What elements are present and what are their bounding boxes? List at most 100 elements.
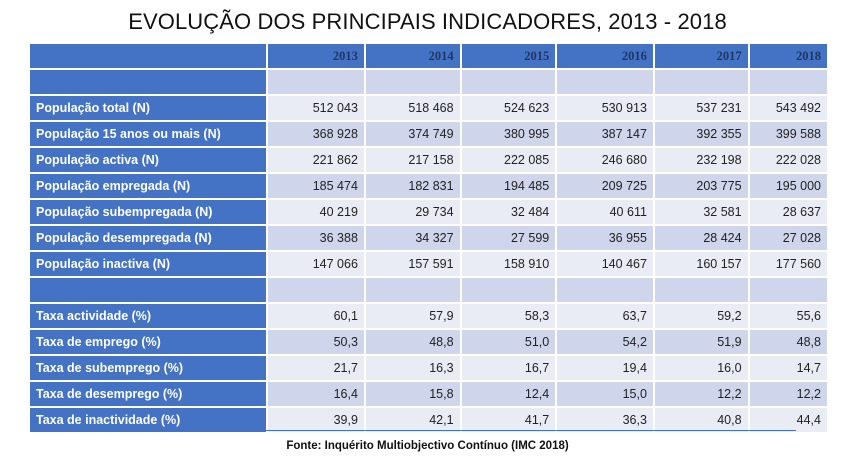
table-row: Taxa de desemprego (%) 16,4 15,8 12,4 15,0 12…	[30, 382, 827, 406]
table-row: População activa (N) 221 862 217 158 222 08…	[30, 148, 827, 172]
value-cell: 16,3	[365, 356, 460, 380]
year-header: 2013	[268, 44, 364, 68]
row-label: Taxa de emprego (%)	[30, 330, 267, 354]
value-cell: 36 388	[268, 226, 364, 250]
value-cell: 246 680	[557, 148, 653, 172]
row-label: População inactiva (N)	[30, 252, 267, 276]
year-header: 2016	[557, 44, 653, 68]
row-label: Taxa de inactividade (%)	[30, 408, 267, 432]
spacer-cell	[30, 278, 267, 302]
spacer-cell	[654, 278, 748, 302]
spacer-cell	[461, 278, 556, 302]
row-label: Taxa actividade (%)	[30, 304, 267, 328]
year-header: 2015	[461, 44, 556, 68]
value-cell: 16,4	[268, 382, 364, 406]
value-cell: 380 995	[461, 122, 556, 146]
value-cell: 42,1	[365, 408, 460, 432]
row-label: População 15 anos ou mais (N)	[30, 122, 267, 146]
spacer-cell	[365, 70, 460, 94]
value-cell: 368 928	[268, 122, 364, 146]
value-cell: 19,4	[557, 356, 653, 380]
spacer-cell	[749, 278, 827, 302]
table-row: Taxa de subemprego (%) 21,7 16,3 16,7 19,4 16…	[30, 356, 827, 380]
row-label: População desempregada (N)	[30, 226, 267, 250]
value-cell: 15,8	[365, 382, 460, 406]
spacer-cell	[557, 278, 653, 302]
value-cell: 537 231	[654, 96, 748, 120]
value-cell: 182 831	[365, 174, 460, 198]
value-cell: 54,2	[557, 330, 653, 354]
value-cell: 28 424	[654, 226, 748, 250]
value-cell: 222 028	[749, 148, 827, 172]
value-cell: 57,9	[365, 304, 460, 328]
value-cell: 39,9	[268, 408, 364, 432]
year-header: 2018	[749, 44, 827, 68]
value-cell: 221 862	[268, 148, 364, 172]
value-cell: 518 468	[365, 96, 460, 120]
value-cell: 16,0	[654, 356, 748, 380]
table-row: População total (N) 512 043 518 468 524 623…	[30, 96, 827, 120]
value-cell: 157 591	[365, 252, 460, 276]
value-cell: 50,3	[268, 330, 364, 354]
value-cell: 512 043	[268, 96, 364, 120]
spacer-cell	[749, 70, 827, 94]
value-cell: 60,1	[268, 304, 364, 328]
value-cell: 40 611	[557, 200, 653, 224]
value-cell: 48,8	[365, 330, 460, 354]
value-cell: 36 955	[557, 226, 653, 250]
value-cell: 160 157	[654, 252, 748, 276]
value-cell: 12,2	[749, 382, 827, 406]
value-cell: 32 484	[461, 200, 556, 224]
value-cell: 530 913	[557, 96, 653, 120]
row-label: Taxa de desemprego (%)	[30, 382, 267, 406]
table-row: População empregada (N) 185 474 182 831 194…	[30, 174, 827, 198]
table-row: População subempregada (N) 40 219 29 734 32…	[30, 200, 827, 224]
header-row: 2013 2014 2015 2016 2017 2018	[30, 44, 827, 68]
spacer-cell	[365, 278, 460, 302]
value-cell: 27 028	[749, 226, 827, 250]
value-cell: 12,4	[461, 382, 556, 406]
value-cell: 15,0	[557, 382, 653, 406]
value-cell: 32 581	[654, 200, 748, 224]
value-cell: 387 147	[557, 122, 653, 146]
table-row: Taxa actividade (%) 60,1 57,9 58,3 63,7 59,2 5…	[30, 304, 827, 328]
value-cell: 29 734	[365, 200, 460, 224]
value-cell: 34 327	[365, 226, 460, 250]
spacer-cell	[461, 70, 556, 94]
value-cell: 147 066	[268, 252, 364, 276]
table-body: População total (N) 512 043 518 468 524 623…	[30, 70, 827, 432]
spacer-cell	[268, 70, 364, 94]
value-cell: 14,7	[749, 356, 827, 380]
value-cell: 543 492	[749, 96, 827, 120]
spacer-row	[30, 278, 827, 302]
value-cell: 63,7	[557, 304, 653, 328]
value-cell: 51,0	[461, 330, 556, 354]
table-row: População desempregada (N) 36 388 34 327 27…	[30, 226, 827, 250]
source-divider	[58, 430, 796, 431]
value-cell: 203 775	[654, 174, 748, 198]
table-title: EVOLUÇÃO DOS PRINCIPAIS INDICADORES, 201…	[128, 9, 727, 34]
year-header: 2014	[365, 44, 460, 68]
value-cell: 158 910	[461, 252, 556, 276]
row-label: Taxa de subemprego (%)	[30, 356, 267, 380]
value-cell: 177 560	[749, 252, 827, 276]
value-cell: 392 355	[654, 122, 748, 146]
table-row: Taxa de emprego (%) 50,3 48,8 51,0 54,2 51,9 4…	[30, 330, 827, 354]
spacer-row	[30, 70, 827, 94]
value-cell: 58,3	[461, 304, 556, 328]
year-header: 2017	[654, 44, 748, 68]
value-cell: 524 623	[461, 96, 556, 120]
table-row: População 15 anos ou mais (N) 368 928 374 …	[30, 122, 827, 146]
value-cell: 16,7	[461, 356, 556, 380]
value-cell: 48,8	[749, 330, 827, 354]
value-cell: 44,4	[749, 408, 827, 432]
row-label: População subempregada (N)	[30, 200, 267, 224]
value-cell: 41,7	[461, 408, 556, 432]
value-cell: 222 085	[461, 148, 556, 172]
table-row: Taxa de inactividade (%) 39,9 42,1 41,7 36,3…	[30, 408, 827, 432]
value-cell: 12,2	[654, 382, 748, 406]
value-cell: 21,7	[268, 356, 364, 380]
value-cell: 27 599	[461, 226, 556, 250]
value-cell: 194 485	[461, 174, 556, 198]
value-cell: 40,8	[654, 408, 748, 432]
